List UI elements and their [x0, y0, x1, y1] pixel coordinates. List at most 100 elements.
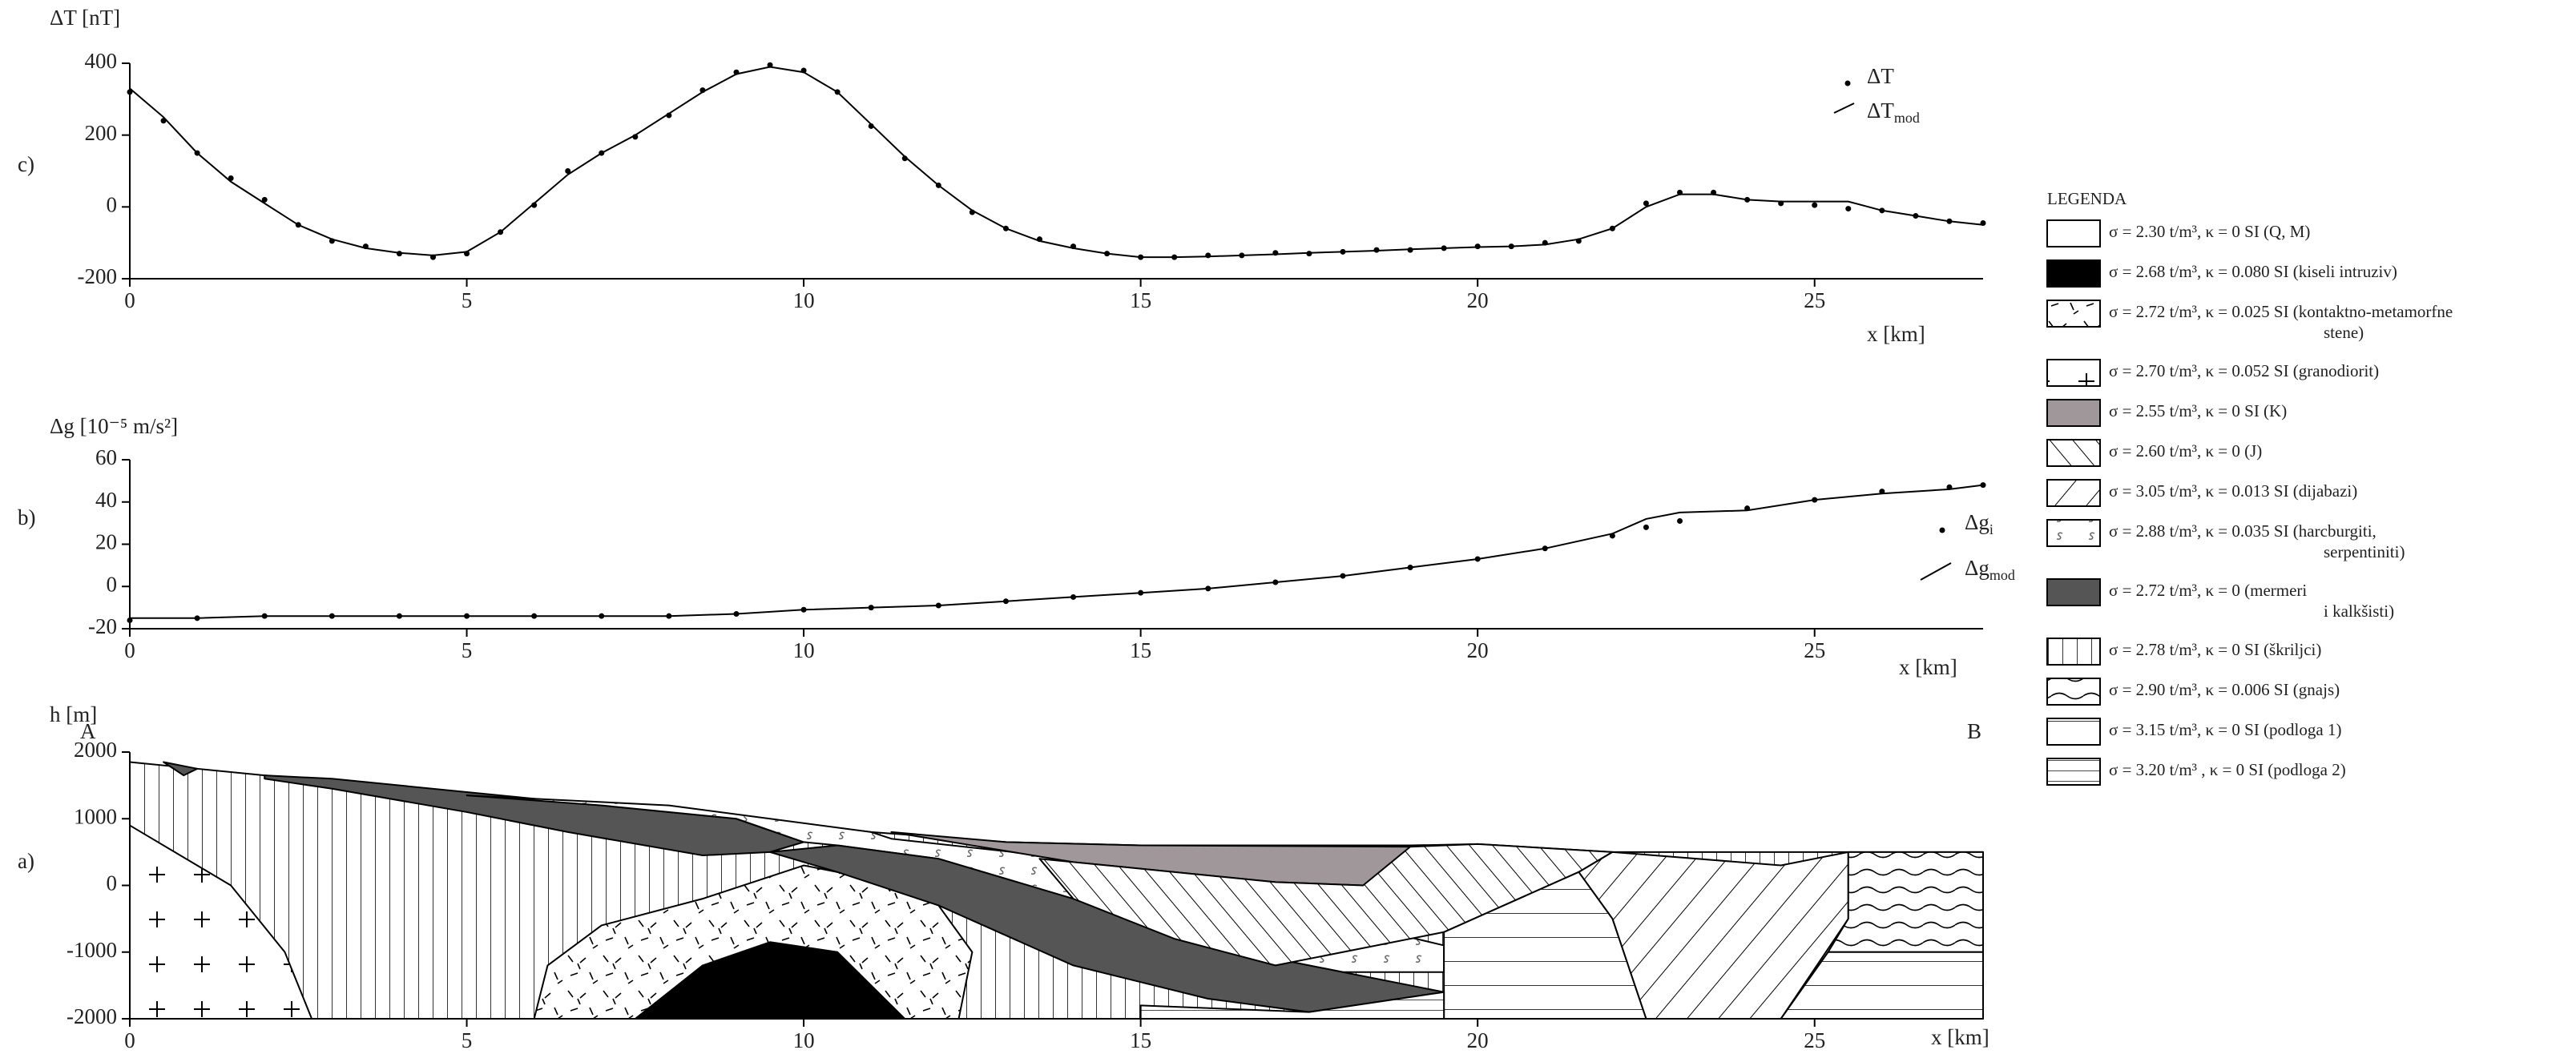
x-tick-label: 25	[1804, 1028, 1825, 1052]
legend-label: ΔTmod	[1867, 99, 1920, 126]
legend-swatch	[2046, 399, 2101, 427]
x-tick-label: 0	[124, 1028, 135, 1052]
x-tick-label: 0	[124, 638, 135, 662]
x-tick-label: 25	[1804, 288, 1825, 312]
y-tick-label: -200	[78, 264, 118, 288]
y-tick-label: -20	[88, 614, 117, 638]
legend-label: σ = 2.60 t/m³, κ = 0 (J)	[2109, 441, 2262, 461]
y-tick-label: -1000	[67, 938, 117, 962]
legend-swatch	[2046, 300, 2101, 328]
legend-label: σ = 2.68 t/m³, κ = 0.080 SI (kiseli intr…	[2109, 262, 2397, 281]
x-tick-label: 15	[1130, 638, 1151, 662]
legend-label: σ = 3.20 t/m³ , κ = 0 SI (podloga 2)	[2109, 760, 2346, 779]
legend-name: Δg	[1965, 556, 1989, 580]
legend-label: Δgi	[1965, 510, 1993, 537]
legend-swatch	[2046, 678, 2101, 706]
legend-label: σ = 2.72 t/m³, κ = 0.025 SI (kontaktno-m…	[2109, 302, 2453, 321]
data-point	[565, 168, 571, 174]
legend-label: ΔT	[1867, 64, 1894, 88]
rock-unit	[1827, 851, 1984, 953]
legend-label: σ = 3.05 t/m³, κ = 0.013 SI (dijabazi)	[2109, 481, 2357, 501]
legend-label: σ = 2.90 t/m³, κ = 0.006 SI (gnajs)	[2109, 680, 2340, 699]
rock-unit	[163, 761, 199, 777]
data-point	[261, 196, 268, 203]
x-tick-label: 10	[793, 638, 815, 662]
legend-sub: mod	[1894, 110, 1920, 126]
legend-name: ΔT	[1867, 99, 1894, 123]
legend-label: σ = 2.78 t/m³, κ = 0 SI (škriljci)	[2109, 640, 2321, 659]
legend-swatch	[2046, 519, 2101, 547]
legend-swatch	[2046, 718, 2101, 746]
panel-label: a)	[18, 849, 34, 873]
legend-title: LEGENDA	[2047, 189, 2127, 208]
legend-label: σ = 2.88 t/m³, κ = 0.035 SI (harcburgiti…	[2109, 521, 2376, 541]
profile-end: A	[80, 719, 96, 743]
x-tick-label: 5	[462, 638, 473, 662]
y-tick-label: 40	[95, 488, 117, 512]
data-point	[1643, 524, 1649, 530]
legend-swatch	[2046, 578, 2101, 606]
legend-name: Δg	[1965, 510, 1989, 534]
legend-swatch	[2046, 359, 2101, 387]
model-line	[129, 66, 1984, 259]
x-tick-label: 20	[1467, 288, 1489, 312]
legend-swatch	[2046, 638, 2101, 666]
data-point	[1643, 200, 1649, 207]
y-axis-label: Δg [10⁻⁵ m/s²]	[50, 414, 178, 438]
legend-label: stene)	[2324, 323, 2364, 342]
legend-label: i kalkšisti)	[2324, 601, 2394, 621]
y-tick-label: 200	[85, 121, 118, 145]
x-tick-label: 5	[462, 1028, 473, 1052]
legend-sub: i	[1989, 521, 1993, 537]
x-tick-label: 15	[1130, 288, 1151, 312]
legend-name: ΔT	[1867, 64, 1894, 88]
y-axis-label: ΔT [nT]	[50, 6, 120, 30]
panel-label: b)	[18, 505, 36, 529]
y-tick-label: 60	[95, 445, 117, 469]
profile-end: B	[1967, 719, 1981, 743]
legend-marker	[1844, 80, 1851, 86]
legend-swatch	[2046, 259, 2101, 288]
legend-label: σ = 2.55 t/m³, κ = 0 SI (K)	[2109, 401, 2287, 420]
legend-swatch	[2046, 439, 2101, 467]
legend-swatch	[2046, 479, 2101, 507]
y-tick-label: 400	[85, 49, 118, 73]
legend: LEGENDA σ = 2.30 t/m³, κ = 0 SI (Q, M) σ =…	[2046, 189, 2453, 786]
y-tick-label: 0	[107, 572, 118, 596]
y-axis-label: h [m]	[50, 702, 97, 726]
x-axis-label: x [km]	[1899, 655, 1957, 679]
y-tick-label: -2000	[67, 1004, 117, 1028]
data-point	[1205, 252, 1211, 259]
y-tick-label: 20	[95, 530, 117, 554]
data-point	[1845, 206, 1852, 212]
y-tick-label: 2000	[74, 738, 117, 762]
cross-section	[129, 761, 1984, 1020]
legend-marker	[1939, 527, 1945, 533]
legend-label: σ = 2.72 t/m³, κ = 0 (mermeri	[2109, 581, 2307, 600]
x-tick-label: 10	[793, 288, 815, 312]
x-tick-label: 10	[793, 1028, 815, 1052]
data-point	[1812, 202, 1818, 208]
panel-label: c)	[18, 152, 34, 176]
x-axis-label: x [km]	[1867, 322, 1925, 346]
x-tick-label: 15	[1130, 1028, 1151, 1052]
legend-swatch	[2046, 219, 2101, 247]
x-tick-label: 20	[1467, 638, 1489, 662]
rock-unit	[1139, 991, 1445, 1020]
legend-sub: mod	[1989, 567, 2015, 583]
y-tick-label: 1000	[74, 804, 117, 828]
legend-label: σ = 3.15 t/m³, κ = 0 SI (podloga 1)	[2109, 720, 2341, 739]
y-tick-label: 0	[107, 193, 118, 217]
legend-marker	[1833, 103, 1855, 114]
x-axis-label: x [km]	[1931, 1025, 1989, 1049]
model-line	[130, 484, 1984, 619]
legend-label: σ = 2.70 t/m³, κ = 0.052 SI (granodiorit…	[2109, 361, 2379, 380]
x-tick-label: 25	[1804, 638, 1825, 662]
legend-marker	[1920, 562, 1952, 581]
x-tick-label: 0	[124, 288, 135, 312]
data-point	[1677, 517, 1683, 524]
x-tick-label: 20	[1467, 1028, 1489, 1052]
legend-label: serpentiniti)	[2324, 542, 2405, 561]
